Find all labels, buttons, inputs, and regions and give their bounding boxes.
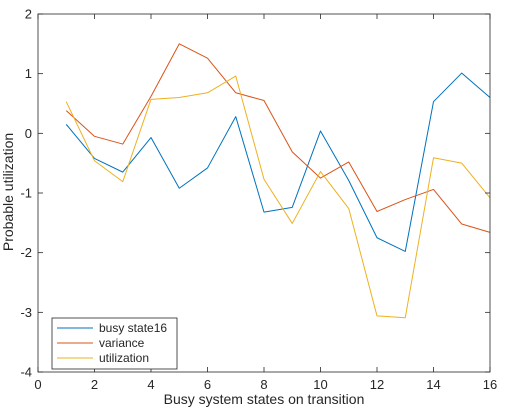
y-tick-label: 2 xyxy=(25,7,32,22)
x-tick-label: 0 xyxy=(34,377,41,392)
x-axis-label: Busy system states on transition xyxy=(164,391,365,407)
legend-label-3: utilization xyxy=(99,351,149,365)
x-tick-label: 6 xyxy=(204,377,211,392)
legend-label-1: busy state16 xyxy=(99,321,167,335)
series-line-3 xyxy=(65,75,491,319)
plot-area xyxy=(38,14,490,372)
x-tick-label: 4 xyxy=(147,377,154,392)
plot-background xyxy=(38,14,490,372)
x-tick-label: 14 xyxy=(426,377,440,392)
series-layer xyxy=(65,43,491,319)
x-tick-label: 10 xyxy=(313,377,327,392)
series-line-1 xyxy=(65,72,491,252)
y-tick-label: 0 xyxy=(25,126,32,141)
y-axis-label: Probable utilization xyxy=(0,133,16,251)
legend-label-2: variance xyxy=(99,336,145,350)
y-tick-label: 1 xyxy=(25,66,32,81)
y-tick-label: -2 xyxy=(20,245,32,260)
x-tick-label: 16 xyxy=(483,377,497,392)
y-tick-label: -4 xyxy=(20,365,32,380)
y-tick-label: -1 xyxy=(20,186,32,201)
y-tick-label: -3 xyxy=(20,305,32,320)
x-tick-label: 12 xyxy=(370,377,384,392)
x-tick-label: 8 xyxy=(260,377,267,392)
x-tick-label: 2 xyxy=(91,377,98,392)
series-line-2 xyxy=(65,43,491,233)
